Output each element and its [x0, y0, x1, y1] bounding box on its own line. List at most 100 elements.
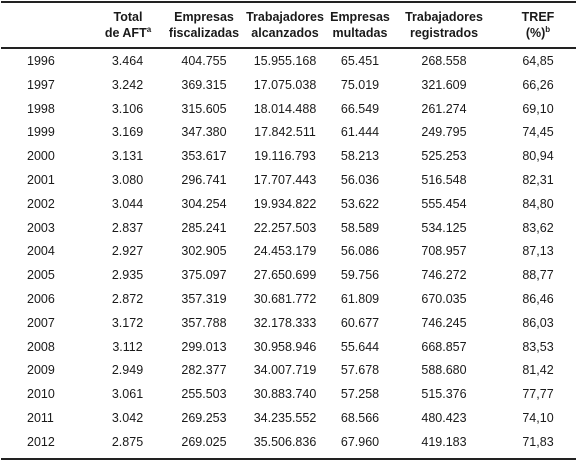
cell-empresas-multadas: 57.258: [340, 387, 380, 402]
cell-empresas-multadas: 56.036: [340, 173, 380, 187]
cell-empresas-fiscalizadas: 375.097: [181, 268, 227, 283]
cell-total-aft: 3.172: [111, 315, 144, 330]
cell-empresas-fiscalizadas: 315.605: [181, 101, 227, 116]
cell-total-aft: 3.061: [111, 387, 144, 402]
cell-tref: 82,31: [522, 173, 554, 187]
cell-year: 1998: [27, 101, 55, 116]
cell-year: 2012: [27, 434, 55, 449]
cell-trabajadores-registrados: 419.183: [421, 434, 467, 449]
cell-tref: 69,10: [522, 101, 554, 116]
cell-trabajadores-alcanzados: 17.842.511: [254, 125, 316, 140]
cell-trabajadores-registrados: 588.680: [421, 363, 467, 378]
cell-year: 2000: [27, 149, 55, 164]
cell-empresas-multadas: 58.213: [340, 149, 380, 164]
cell-empresas-multadas: 60.677: [340, 315, 380, 330]
table-row: 2007 3.172 357.788 32.178.333 60.677 746.245 8…: [0, 311, 577, 335]
cell-total-aft: 2.875: [111, 434, 144, 449]
cell-empresas-multadas: 75.019: [340, 77, 380, 92]
cell-total-aft: 3.242: [111, 77, 144, 92]
cell-empresas-multadas: 68.566: [340, 411, 380, 425]
cell-tref: 77,77: [522, 387, 554, 402]
cell-year: 2007: [27, 315, 55, 330]
header-tref-line2: (%): [525, 26, 546, 40]
header-reg-line1: Trabajadores: [405, 10, 483, 24]
cell-trabajadores-registrados: 525.253: [421, 149, 467, 164]
table-row: 2006 2.872 357.319 30.681.772 61.809 670.035 8…: [0, 287, 577, 311]
cell-total-aft: 3.464: [111, 54, 144, 68]
header-trab-line1: Trabajadores: [246, 10, 324, 24]
cell-empresas-multadas: 65.451: [340, 54, 380, 68]
cell-trabajadores-registrados: 708.957: [421, 244, 467, 259]
table-row: 2004 2.927 302.905 24.453.179 56.086 708.957 8…: [0, 239, 577, 263]
cell-empresas-fiscalizadas: 282.377: [181, 363, 227, 378]
table-row: 1998 3.106 315.605 18.014.488 66.549 261.274 6…: [0, 97, 577, 121]
cell-trabajadores-alcanzados: 34.007.719: [253, 363, 317, 378]
cell-year: 2004: [27, 244, 55, 259]
cell-empresas-fiscalizadas: 255.503: [181, 387, 227, 402]
cell-total-aft: 3.106: [111, 101, 144, 116]
top-rule: [1, 1, 576, 3]
header-emp-line2: fiscalizadas: [168, 26, 240, 40]
header-reg-line2: registrados: [409, 26, 479, 40]
cell-trabajadores-registrados: 261.274: [421, 101, 467, 116]
cell-total-aft: 3.112: [112, 339, 143, 354]
cell-trabajadores-registrados: 321.609: [421, 77, 467, 92]
cell-year: 2006: [27, 292, 55, 306]
cell-tref: 84,80: [522, 196, 554, 211]
cell-empresas-fiscalizadas: 299.013: [181, 339, 227, 354]
cell-total-aft: 3.042: [111, 411, 144, 425]
cell-empresas-fiscalizadas: 357.788: [181, 315, 227, 330]
cell-year: 2011: [27, 411, 54, 425]
cell-trabajadores-registrados: 668.857: [421, 339, 467, 354]
cell-empresas-fiscalizadas: 347.380: [181, 125, 227, 140]
cell-year: 2008: [27, 339, 55, 354]
cell-trabajadores-alcanzados: 30.958.946: [253, 339, 317, 354]
cell-empresas-fiscalizadas: 304.254: [181, 196, 227, 211]
cell-total-aft: 3.169: [111, 125, 144, 140]
cell-trabajadores-alcanzados: 18.014.488: [253, 101, 317, 116]
cell-trabajadores-registrados: 670.035: [421, 292, 467, 306]
cell-empresas-fiscalizadas: 353.617: [181, 149, 227, 164]
cell-empresas-multadas: 59.756: [340, 268, 380, 283]
cell-empresas-multadas: 56.086: [340, 244, 380, 259]
header-mult-line2: multadas: [332, 26, 388, 40]
cell-trabajadores-alcanzados: 24.453.179: [253, 244, 317, 259]
cell-total-aft: 2.927: [111, 244, 144, 259]
header-tref: TREF (%)b: [514, 9, 562, 41]
cell-trabajadores-registrados: 516.548: [421, 173, 467, 187]
header-aft-line1: Total: [113, 10, 143, 24]
cell-year: 2010: [27, 387, 55, 402]
cell-trabajadores-alcanzados: 22.257.503: [253, 220, 317, 235]
cell-empresas-fiscalizadas: 296.741: [181, 173, 227, 187]
cell-trabajadores-alcanzados: 34.235.552: [253, 411, 317, 425]
cell-tref: 83,53: [522, 339, 554, 354]
cell-empresas-fiscalizadas: 269.253: [181, 411, 227, 425]
cell-trabajadores-alcanzados: 15.955.168: [253, 54, 317, 68]
cell-trabajadores-registrados: 249.795: [421, 125, 467, 140]
table-row: 2002 3.044 304.254 19.934.822 53.622 555.454 8…: [0, 192, 577, 216]
cell-empresas-multadas: 66.549: [340, 101, 380, 116]
cell-trabajadores-registrados: 515.376: [421, 387, 467, 402]
header-mult-line1: Empresas: [330, 10, 390, 24]
cell-empresas-multadas: 55.644: [340, 339, 380, 354]
header-aft-line2: de AFT: [104, 26, 147, 40]
cell-trabajadores-alcanzados: 27.650.699: [253, 268, 317, 283]
table-row: 2000 3.131 353.617 19.116.793 58.213 525.253 8…: [0, 144, 577, 168]
cell-year: 1997: [27, 77, 55, 92]
header-trabajadores-registrados: Trabajadores registrados: [402, 9, 486, 41]
cell-total-aft: 3.131: [111, 149, 144, 164]
header-trab-line2: alcanzados: [251, 26, 319, 40]
cell-year: 2003: [27, 220, 55, 235]
table-row: 1997 3.242 369.315 17.075.038 75.019 321.609 6…: [0, 73, 577, 97]
cell-empresas-multadas: 53.622: [340, 196, 380, 211]
cell-tref: 87,13: [522, 244, 554, 259]
cell-empresas-multadas: 61.809: [340, 292, 380, 306]
header-tref-line1: TREF: [521, 10, 555, 24]
footnote-mark-b: b: [545, 25, 551, 34]
cell-tref: 86,03: [522, 315, 554, 330]
cell-trabajadores-alcanzados: 19.934.822: [253, 196, 317, 211]
cell-tref: 64,85: [522, 54, 554, 68]
table-row: 2008 3.112 299.013 30.958.946 55.644 668.857 8…: [0, 335, 577, 359]
cell-trabajadores-alcanzados: 19.116.793: [254, 149, 316, 164]
cell-trabajadores-registrados: 555.454: [421, 196, 467, 211]
